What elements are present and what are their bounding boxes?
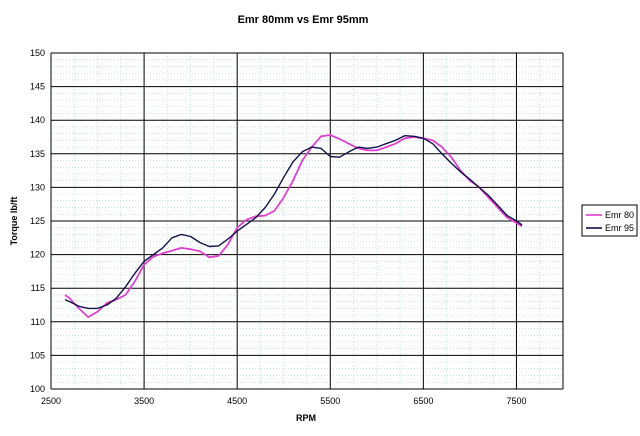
- y-tick-label: 115: [31, 283, 45, 293]
- y-tick-label: 105: [30, 350, 45, 360]
- x-axis-label: RPM: [296, 413, 316, 423]
- x-tick-label: 6500: [413, 396, 433, 406]
- y-tick-label: 140: [30, 115, 45, 125]
- y-tick-label: 125: [30, 216, 45, 226]
- x-tick-label: 3500: [134, 396, 154, 406]
- y-tick-label: 100: [30, 384, 45, 394]
- legend: Emr 80 Emr 95: [581, 204, 638, 237]
- y-tick-label: 150: [30, 48, 45, 58]
- x-tick-label: 7500: [506, 396, 526, 406]
- series-line-emr-80: [64, 134, 523, 318]
- x-tick-label: 5500: [320, 396, 340, 406]
- x-tick-label: 2500: [41, 396, 61, 406]
- y-tick-label: 120: [30, 250, 45, 260]
- y-axis-label: Torque lb/ft: [9, 197, 19, 246]
- legend-label: Emr 80: [605, 210, 634, 220]
- y-tick-label: 110: [31, 317, 45, 327]
- y-tick-label: 145: [30, 82, 45, 92]
- legend-label: Emr 95: [605, 223, 634, 233]
- y-tick-label: 135: [30, 149, 45, 159]
- x-tick-label: 4500: [227, 396, 247, 406]
- legend-box: [581, 204, 638, 237]
- series-line-emr-95: [64, 135, 523, 310]
- y-tick-label: 130: [30, 182, 45, 192]
- plot-area: 100 105 110 115 120 125 130 135 140 145 150 2500 350…: [30, 48, 564, 406]
- chart-title: Emr 80mm vs Emr 95mm: [238, 14, 369, 26]
